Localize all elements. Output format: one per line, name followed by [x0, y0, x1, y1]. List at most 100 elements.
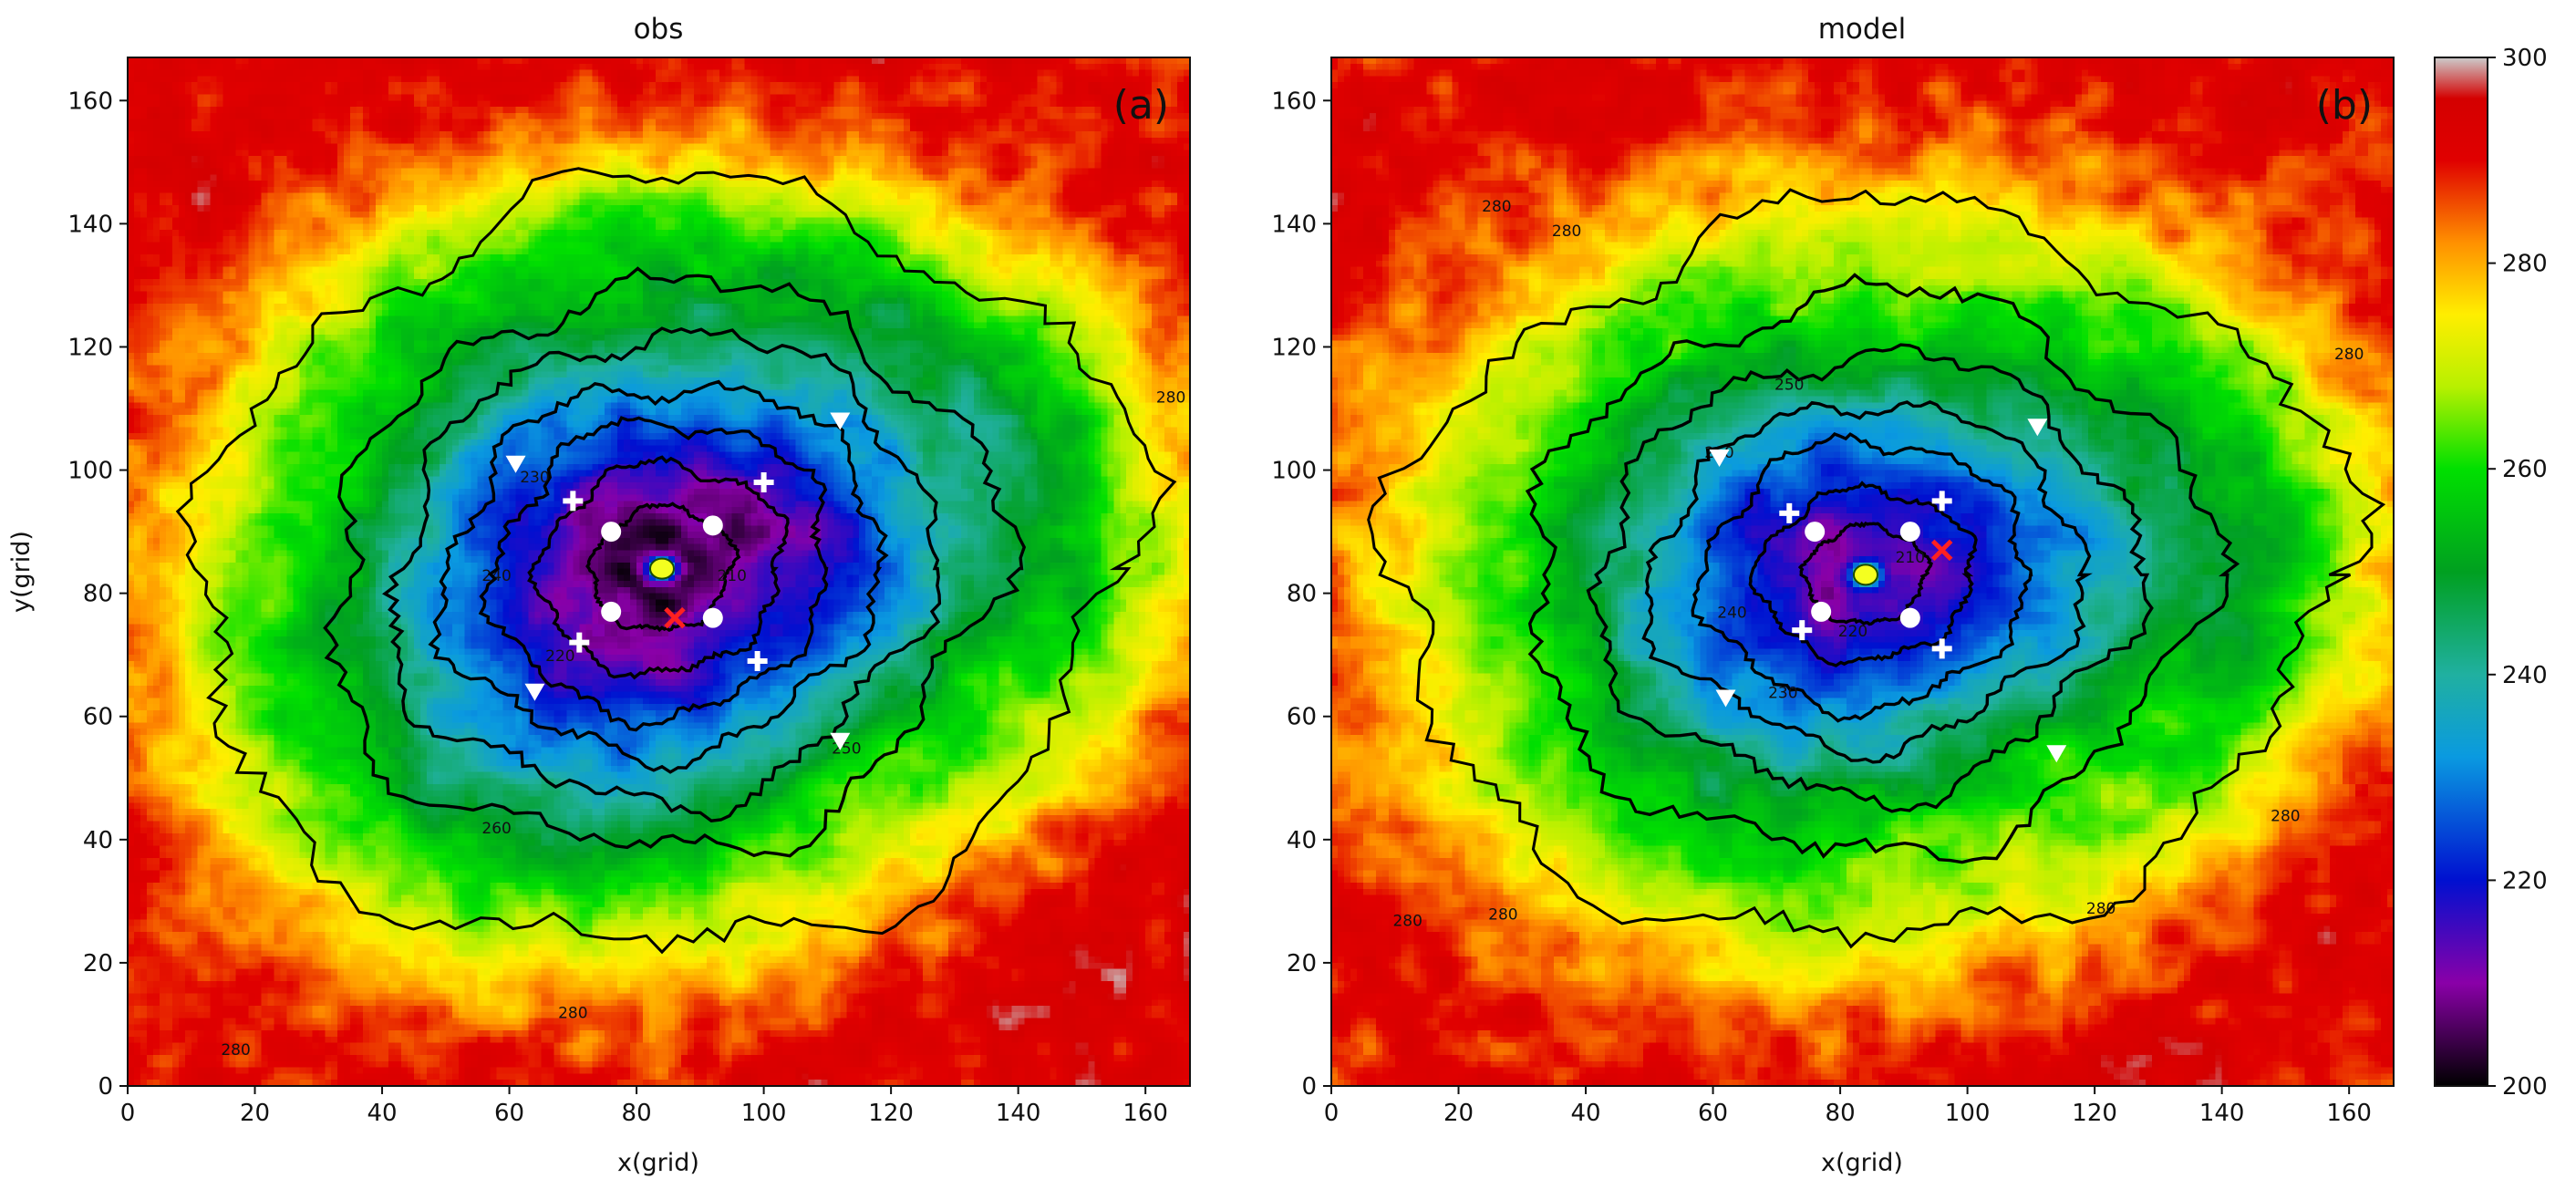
marker-triangle: [1709, 450, 1730, 468]
marker-plus: [563, 491, 584, 512]
y-axis-model: 0 20 40 60 80 100 120 140 160: [1271, 88, 1331, 1101]
y-tick-label: 140: [67, 211, 113, 238]
x-tick-label: 20: [1443, 1100, 1474, 1127]
colorbar-tick-label: 300: [2502, 45, 2548, 72]
axes-frame-obs: [127, 57, 1191, 1087]
contour-label-220: 220: [545, 647, 574, 666]
colorbar-ticks: 200 220 240 260 280 300: [2488, 45, 2548, 1101]
y-tick-label: 80: [83, 581, 113, 608]
y-tick-label: 100: [1271, 458, 1317, 485]
contour-280: [1367, 188, 2386, 949]
contour-label-280: 280: [2271, 808, 2300, 826]
contour-230: [1691, 432, 2033, 723]
marker-circle: [601, 601, 622, 622]
eye-center: [648, 557, 675, 580]
contour-label-230: 230: [520, 469, 549, 487]
contour-label-280: 280: [1156, 388, 1185, 407]
x-tick-label: 80: [622, 1100, 652, 1127]
marker-circle: [702, 515, 723, 536]
x-axis-obs: 0 20 40 60 80 100 120 140 160: [120, 1086, 1168, 1127]
x-tick-label: 140: [996, 1100, 1041, 1127]
marker-circle: [601, 522, 622, 543]
marker-triangle: [524, 683, 545, 701]
contour-label-260: 260: [481, 820, 511, 838]
x-tick-label: 0: [1324, 1100, 1340, 1127]
markers-obs: [505, 412, 851, 750]
y-tick-label: 0: [98, 1073, 113, 1101]
axes-frame-model: [1330, 57, 2395, 1087]
contour-210: [585, 501, 741, 633]
x-tick-label: 60: [1698, 1100, 1728, 1127]
contour-label-280: 280: [1552, 222, 1581, 241]
marker-plus: [1931, 491, 1952, 512]
marker-plus: [569, 632, 590, 653]
marker-plus: [747, 650, 768, 671]
y-tick-label: 160: [67, 88, 113, 115]
panel-model: model 2802802802802802802802602502402302…: [1271, 13, 2395, 1177]
y-axis-obs: 0 20 40 60 80 100 120 140 160: [67, 88, 128, 1101]
contour-label-230: 230: [1768, 684, 1797, 702]
x-tick-label: 100: [741, 1100, 787, 1127]
contour-260: [1525, 273, 2240, 864]
x-axis-label-model: x(grid): [1821, 1149, 1903, 1177]
colorbar-tick-label: 280: [2502, 251, 2548, 278]
y-tick-label: 40: [1287, 827, 1317, 854]
contour-240: [428, 379, 889, 774]
contour-label-280: 280: [1392, 912, 1422, 930]
contour-label-210: 210: [1896, 549, 1925, 567]
x-tick-label: 120: [2072, 1100, 2117, 1127]
colorbar-tick-label: 240: [2502, 662, 2548, 689]
x-axis-label-obs: x(grid): [617, 1149, 699, 1177]
contour-label-280: 280: [2334, 346, 2364, 364]
contour-label-280: 280: [1482, 198, 1511, 216]
colorbar: 200 220 240 260 280 300: [2434, 45, 2548, 1101]
x-tick-label: 100: [1945, 1100, 1991, 1127]
x-axis-model: 0 20 40 60 80 100 120 140 160: [1324, 1086, 2372, 1127]
marker-plus: [1931, 638, 1952, 659]
markers-model: [1709, 419, 2067, 763]
contour-230: [478, 416, 829, 732]
contour-210: [1797, 521, 1933, 626]
panel-label-b: (b): [2316, 82, 2373, 129]
marker-plus: [1792, 620, 1813, 641]
marker-circle: [1811, 601, 1832, 622]
contour-label-240: 240: [1717, 605, 1746, 623]
marker-triangle: [830, 732, 851, 750]
marker-triangle: [830, 412, 851, 430]
y-tick-label: 120: [67, 334, 113, 361]
marker-circle: [1899, 522, 1920, 543]
x-tick-label: 40: [367, 1100, 397, 1127]
y-tick-label: 140: [1271, 211, 1317, 238]
x-tick-label: 160: [2326, 1100, 2372, 1127]
y-tick-label: 120: [1271, 334, 1317, 361]
contour-label-280: 280: [2086, 900, 2116, 918]
x-tick-label: 60: [494, 1100, 524, 1127]
x-tick-label: 140: [2199, 1100, 2245, 1127]
x-tick-label: 20: [240, 1100, 270, 1127]
x-tick-label: 120: [868, 1100, 914, 1127]
contour-250: [381, 326, 942, 822]
contour-label-220: 220: [1838, 623, 1867, 641]
y-tick-label: 60: [1287, 704, 1317, 731]
colorbar-gradient: [2434, 57, 2488, 1087]
y-tick-label: 100: [67, 458, 113, 485]
contour-260: [323, 266, 1027, 858]
marker-plus: [753, 472, 774, 493]
colorbar-tick-label: 220: [2502, 867, 2548, 894]
y-tick-label: 40: [83, 827, 113, 854]
x-tick-label: 160: [1122, 1100, 1168, 1127]
colorbar-tick-label: 200: [2502, 1073, 2548, 1101]
contour-label-280: 280: [1488, 906, 1517, 925]
marker-cross: [664, 606, 686, 629]
contour-240: [1641, 400, 2093, 764]
panel-title-model: model: [1818, 13, 1907, 46]
panel-title-obs: obs: [634, 13, 684, 46]
eye-center: [1852, 563, 1878, 586]
y-tick-label: 20: [1287, 950, 1317, 977]
marker-cross: [1930, 539, 1953, 562]
x-tick-label: 80: [1826, 1100, 1856, 1127]
marker-circle: [1805, 522, 1826, 543]
